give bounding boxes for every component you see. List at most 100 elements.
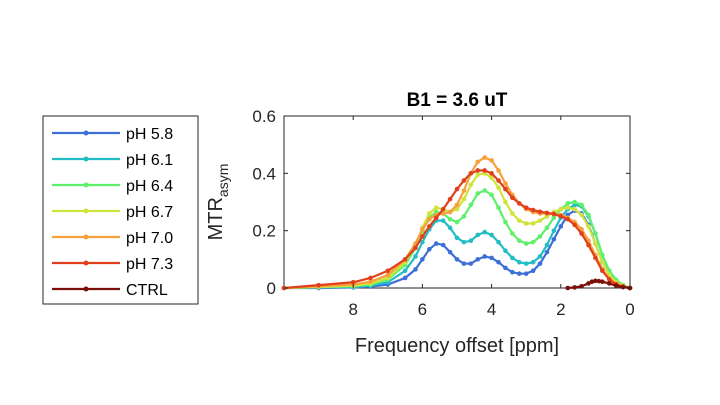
data-point (454, 202, 460, 208)
legend-marker (83, 234, 89, 240)
data-point (613, 283, 619, 289)
data-point (350, 279, 356, 285)
data-point (516, 201, 522, 206)
data-point (530, 259, 536, 265)
data-point (523, 221, 529, 226)
legend-marker (83, 260, 89, 266)
data-point (461, 188, 467, 193)
data-point (544, 225, 550, 231)
legend: pH 5.8 pH 6.1 pH 6.4 pH 6.7 pH 7.0 pH 7.3 CTRL (42, 115, 199, 305)
data-point (489, 171, 494, 176)
data-point (516, 218, 522, 223)
data-point (530, 221, 536, 226)
data-point (593, 278, 598, 284)
data-point (402, 275, 408, 281)
data-point (420, 234, 425, 239)
data-point (475, 159, 481, 165)
data-point (385, 268, 391, 274)
y-axis-label: MTRasym (205, 164, 231, 241)
data-point (420, 226, 425, 232)
data-point (600, 279, 605, 284)
data-point (593, 241, 598, 246)
data-point (461, 178, 467, 183)
data-point (420, 239, 425, 245)
data-point (482, 254, 487, 259)
data-point (503, 265, 508, 271)
data-point (461, 239, 467, 245)
data-point (454, 186, 460, 192)
data-point (544, 242, 550, 248)
data-point (558, 206, 564, 212)
data-point (579, 212, 584, 218)
data-point (510, 255, 515, 261)
data-point (454, 257, 460, 262)
data-point (496, 185, 501, 190)
data-point (402, 257, 408, 262)
data-point (503, 181, 508, 186)
data-point (544, 210, 550, 216)
x-tick-label: 4 (487, 300, 496, 319)
legend-item: pH 6.1 (52, 152, 173, 169)
data-point (593, 231, 598, 236)
data-point (523, 271, 529, 276)
data-point (413, 254, 418, 259)
y-tick-label: 0.2 (252, 222, 276, 241)
data-point (565, 205, 571, 211)
data-point (503, 186, 508, 192)
y-axis-label-subscript: asym (215, 164, 231, 197)
series-group (281, 155, 633, 291)
data-point (600, 259, 605, 265)
data-point (579, 202, 584, 208)
data-point (586, 212, 591, 218)
x-tick-label: 0 (625, 300, 634, 319)
legend-item: pH 7.0 (52, 230, 173, 247)
data-point (433, 241, 439, 246)
data-point (537, 209, 543, 215)
data-point (503, 219, 508, 225)
data-point (427, 211, 432, 216)
data-point (468, 238, 474, 243)
x-axis-ticks: 8 6 4 2 0 (348, 116, 635, 319)
data-point (558, 214, 564, 219)
data-point (537, 254, 543, 259)
legend-item: CTRL (52, 282, 168, 299)
legend-marker (83, 130, 89, 136)
data-point (586, 281, 591, 286)
data-point (433, 205, 439, 211)
x-tick-label: 8 (348, 300, 357, 319)
data-point (368, 279, 373, 284)
data-point (593, 255, 598, 261)
legend-label: pH 7.3 (126, 256, 173, 273)
data-point (551, 228, 557, 233)
data-point (413, 267, 418, 272)
data-point (482, 229, 487, 235)
data-point (420, 257, 425, 262)
data-point (468, 171, 474, 176)
data-point (447, 216, 453, 222)
data-point (551, 215, 557, 221)
data-point (537, 218, 543, 223)
data-point (447, 249, 453, 255)
data-point (461, 261, 467, 266)
data-point (402, 268, 408, 274)
data-point (468, 182, 474, 188)
data-point (596, 278, 602, 284)
data-point (489, 255, 494, 261)
data-point (489, 232, 494, 238)
y-axis-ticks: 0 0.2 0.4 0.6 (252, 107, 630, 298)
data-point (482, 188, 487, 193)
data-point (496, 168, 501, 173)
data-point (496, 205, 501, 211)
data-point (454, 219, 460, 225)
legend-label: pH 6.7 (126, 204, 173, 221)
data-point (461, 196, 467, 202)
data-point (510, 231, 515, 236)
legend-item: pH 6.4 (52, 178, 173, 195)
data-point (572, 199, 577, 205)
data-point (489, 158, 494, 163)
data-point (440, 218, 446, 223)
legend-item: pH 6.7 (52, 204, 173, 221)
data-point (523, 261, 529, 266)
legend-item: pH 5.8 (52, 126, 173, 143)
